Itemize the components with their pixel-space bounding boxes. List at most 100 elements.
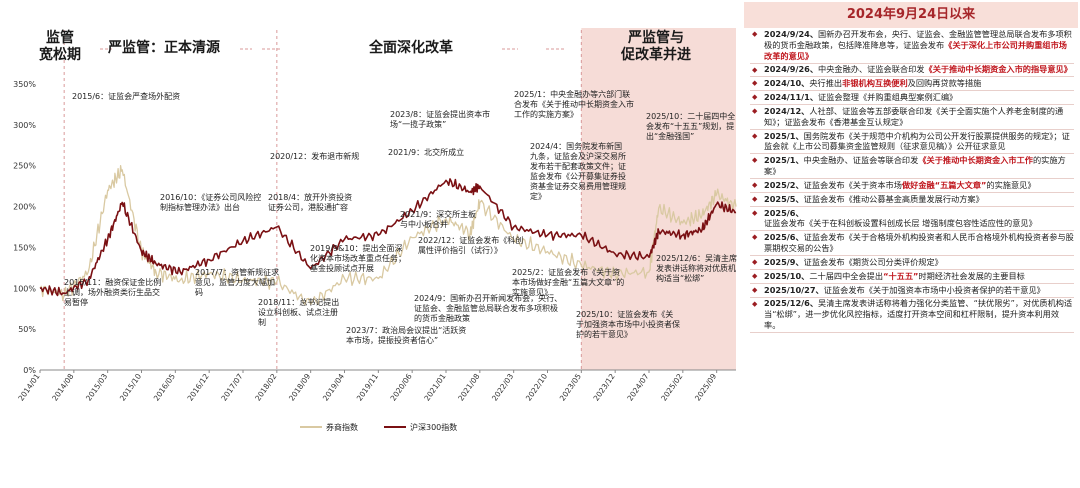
- event-date: 2025/2、: [764, 179, 804, 190]
- event-item: ◆ 2025/6、证监会发布《关于合格境外机构投资者和人民币合格境外机构投资者参与…: [750, 231, 1074, 257]
- diamond-bullet-icon: ◆: [752, 30, 758, 38]
- series-line-hs300: [39, 178, 737, 297]
- x-tick-label: 2019/04: [321, 372, 346, 403]
- event-text: 吴清主席发表讲话称将着力强化分类监管、“扶优限劣”，对优质机构适当“松绑”，进一…: [764, 298, 1073, 331]
- diamond-bullet-icon: ◆: [752, 79, 758, 88]
- event-item: ◆ 2025/12/6、吴清主席发表讲话称将着力强化分类监管、“扶优限劣”，对优质…: [750, 298, 1074, 334]
- event-item: ◆ 2025/9、证监会发布《期货公司分类评价规定》: [750, 256, 1074, 270]
- event-list: ◆ 2024/9/24、国新办召开发布会，央行、证监会、金融监管管理总局联合发布多…: [744, 28, 1078, 334]
- annotation-2024-4: 2024/4：国务院发布新国九条，证监会及沪深交易所发布若干配套政策文件；证监会…: [530, 142, 626, 201]
- policy-timeline-panel: 2024年9月24日以来 ◆ 2024/9/24、国新办召开发布会，央行、证监会、…: [744, 2, 1078, 484]
- event-text: 时期经济社会发展的主要目标: [918, 270, 1025, 281]
- annotation-2022-12: 2022/12：证监会发布《科创属性评价指引（试行）》: [418, 236, 524, 255]
- annotation-2025-12: 2025/12/6：吴清主席发表讲话称将对优质机构适当“松绑”: [656, 254, 738, 283]
- annotation-2018-4: 2018/4：放开外资投资证券公司，港股通扩容: [268, 193, 353, 212]
- x-tick-label: 2019/11: [355, 372, 380, 403]
- event-date: 2025/9、: [764, 256, 804, 267]
- y-tick-label: 200%: [13, 203, 36, 212]
- x-tick-label: 2025/09: [693, 372, 718, 403]
- event-date: 2025/1、: [764, 130, 804, 141]
- diamond-bullet-icon: ◆: [752, 93, 758, 102]
- event-date: 2025/10、: [764, 270, 810, 281]
- x-tick-label: 2023/05: [558, 372, 583, 403]
- x-tick-label: 2023/12: [592, 372, 617, 403]
- y-tick-label: 150%: [13, 243, 36, 252]
- x-tick-label: 2015/10: [118, 372, 143, 403]
- x-tick-label: 2014/01: [16, 372, 41, 403]
- event-highlight: 《关于推动中长期资金入市工作: [918, 155, 1033, 166]
- x-tick-label: 2020/06: [389, 372, 414, 403]
- annotation-2015-11: 2015/11：融资保证金比例上调，场外融资类衍生品交易暂停: [64, 278, 162, 307]
- x-tick-label: 2016/12: [186, 372, 211, 403]
- event-item: ◆ 2024/12、人社部、证监会等五部委联合印发《关于全面实施个人养老金制度的通…: [750, 105, 1074, 130]
- panel-title: 2024年9月24日以来: [744, 2, 1078, 28]
- diamond-bullet-icon: ◆: [752, 299, 758, 308]
- y-tick-label: 300%: [13, 121, 36, 130]
- event-item: ◆ 2024/9/24、国新办召开发布会，央行、证监会、金融监管管理总局联合发布多…: [750, 28, 1074, 64]
- event-date: 2025/10/27、: [764, 284, 824, 295]
- event-date: 2024/12、: [764, 105, 810, 116]
- x-tick-label: 2021/01: [422, 372, 447, 403]
- event-date: 2024/10、: [764, 78, 810, 89]
- diamond-bullet-icon: ◆: [752, 181, 758, 190]
- event-date: 2025/6、: [764, 207, 804, 218]
- x-tick-label: 2015/03: [84, 372, 109, 403]
- event-text: 证监会发布《期货公司分类评价规定》: [803, 256, 943, 267]
- x-tick-label: 2024/07: [625, 372, 650, 403]
- annotation-2023-8: 2023/8：证监会提出资本市场“一揽子政策”: [390, 110, 491, 129]
- annotation-2019-9: 2019/9&10：提出全面深化资本市场改革重点任务；基金投顾试点开展: [310, 244, 406, 273]
- event-item: ◆ 2025/10/27、证监会发布《关于加强资本市场中小投资者保护的若干意见》: [750, 284, 1074, 298]
- event-text: 证监会发布《关于合格境外机构投资者和人民币合格境外机构投资者参与股票期权交易的公…: [764, 232, 1074, 254]
- x-tick-label: 2016/05: [152, 372, 177, 403]
- event-text: 证监会发布《关于在科创板设置科创成长层 增强制度包容性适应性的意见》: [764, 218, 1037, 229]
- event-highlight: 《关于推动中长期资金入市的指导意见》: [924, 64, 1072, 75]
- diamond-bullet-icon: ◆: [752, 194, 758, 203]
- event-text: 证监会整理《并购重组典型案例汇编》: [818, 92, 958, 102]
- x-tick-label: 2017/07: [219, 372, 244, 403]
- annotation-2023-7: 2023/7：政治局会议提出“活跃资本市场，提振投资者信心”: [346, 326, 467, 345]
- event-text: 二十届四中全会提出: [809, 270, 884, 281]
- event-highlight: 做好金融“五篇大文章”: [901, 179, 987, 190]
- diamond-bullet-icon: ◆: [752, 258, 758, 267]
- annotation-2017-7: 2017/7：资管新规征求意见，监管力度大幅加码: [195, 268, 280, 297]
- annotation-2025-10-plan: 2025/10：二十届四中全会发布“十五五”规划，提出“金融强国”: [646, 112, 736, 141]
- annotation-2020-12: 2020/12：发布退市新规: [270, 152, 360, 161]
- diamond-bullet-icon: ◆: [752, 285, 758, 294]
- annotation-2025-2: 2025/2：证监会发布《关于资本市场做好金融“五篇大文章”的实施意见》: [512, 268, 625, 297]
- diamond-bullet-icon: ◆: [752, 233, 758, 242]
- event-text: 证监会发布《关于资本市场: [803, 179, 902, 190]
- x-tick-label: 2018/02: [253, 372, 278, 403]
- event-item: ◆ 2025/6、证监会发布《关于在科创板设置科创成长层 增强制度包容性适应性的意…: [750, 207, 1074, 232]
- x-tick-label: 2021/08: [456, 372, 481, 403]
- annotation-2021-9-szse: 2021/9：深交所主板与中小板合并: [400, 210, 477, 229]
- diamond-bullet-icon: ◆: [752, 271, 758, 280]
- y-tick-label: 50%: [18, 325, 36, 334]
- phase-background: [581, 28, 736, 370]
- event-date: 2025/5、: [764, 193, 804, 204]
- event-text: 国务院发布《关于规范中介机构为公司公开发行股票提供服务的规定》；证监会就《上市公…: [764, 130, 1070, 152]
- annotation-2021-9-bse: 2021/9：北交所成立: [388, 148, 465, 157]
- annotation-2018-11: 2018/11：总书记提出设立科创板、试点注册制: [258, 298, 340, 327]
- event-item: ◆ 2024/9/26、中央金融办、证监会联合印发《关于推动中长期资金入市的指导意…: [750, 64, 1074, 78]
- event-item: ◆ 2024/11/1、证监会整理《并购重组典型案例汇编》: [750, 91, 1074, 105]
- y-tick-label: 250%: [13, 162, 36, 171]
- event-date: 2024/9/26、: [764, 64, 819, 75]
- event-text: 证监会发布《关于加强资本市场中小投资者保护的若干意见》: [823, 284, 1045, 295]
- diamond-bullet-icon: ◆: [752, 131, 758, 140]
- x-tick-label: 2014/08: [50, 372, 75, 403]
- annotation-2025-10-protect: 2025/10：证监会发布《关于加强资本市场中小投资者保护的若干意见》: [576, 310, 680, 339]
- event-date: 2024/9/24、: [764, 28, 819, 39]
- phase-label-reform: 全面深化改革: [369, 40, 453, 56]
- annotation-2015-6: 2015/6：证监会严查场外配资: [72, 92, 181, 101]
- event-highlight: 《关于深化上市公司并购重组市场改革的意见》: [764, 39, 1067, 61]
- event-text: 国新办召开发布会，央行、证监会、金融监管管理总局联合发布多项积极的货币金融政策，…: [764, 28, 1072, 50]
- annotation-2024-9: 2024/9：国新办召开新闻发布会，央行、证监会、金融监管总局联合发布多项积极的…: [414, 294, 563, 323]
- event-item: ◆ 2024/10、央行推出非银机构互换便利及回购再贷款等措施: [750, 77, 1074, 92]
- event-item: ◆ 2025/1、中央金融办、证监会等联合印发《关于推动中长期资金入市工作的实施方…: [750, 154, 1074, 180]
- diamond-bullet-icon: ◆: [752, 65, 758, 74]
- diamond-bullet-icon: ◆: [752, 107, 758, 115]
- legend-hs300-label: 沪深300指数: [410, 422, 457, 432]
- y-tick-label: 0%: [23, 366, 36, 375]
- event-item: ◆ 2025/1、国务院发布《关于规范中介机构为公司公开发行股票提供服务的规定》；…: [750, 130, 1074, 155]
- event-text: 的实施意见》: [986, 179, 1036, 190]
